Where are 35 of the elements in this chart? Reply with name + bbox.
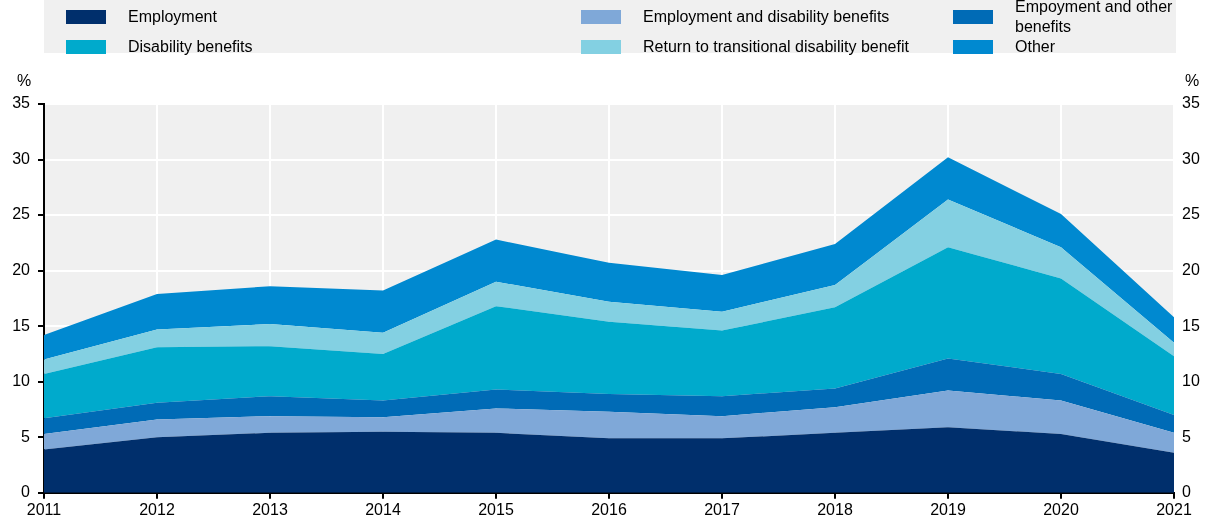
x-tick-label: 2012 <box>139 500 175 518</box>
y2-tick-label: 10 <box>1182 372 1200 390</box>
y2-tick-label: 5 <box>1182 427 1191 445</box>
y-tick-label: 35 <box>12 94 31 112</box>
y-tick-label: 10 <box>12 372 31 390</box>
y-tick-label: 25 <box>12 205 31 223</box>
x-tick-label: 2014 <box>365 500 401 518</box>
y-tick-label: 15 <box>12 316 31 334</box>
y-tick-label: 0 <box>21 483 31 501</box>
y2-tick-label: 15 <box>1182 316 1200 334</box>
x-tick-label: 2016 <box>591 500 627 518</box>
y2-axis-title: % <box>1184 72 1200 90</box>
x-tick-label: 2011 <box>26 500 62 518</box>
x-tick-label: 2018 <box>817 500 853 518</box>
x-tick-label: 2013 <box>252 500 288 518</box>
y-tick-label: 5 <box>21 427 31 445</box>
legend-label: Employment and disability benefits <box>643 6 890 27</box>
y-tick-label: 20 <box>12 261 31 279</box>
x-tick-label: 2015 <box>478 500 514 518</box>
y2-tick-label: 20 <box>1182 261 1200 279</box>
y2-tick-label: 30 <box>1182 149 1200 167</box>
legend-label: Return to transitional disability benefit <box>643 36 909 57</box>
y2-tick-label: 25 <box>1182 205 1200 223</box>
legend-label: Employment <box>128 6 217 27</box>
y2-tick-label: 35 <box>1182 94 1200 112</box>
x-tick-label: 2020 <box>1043 500 1079 518</box>
y-tick-label: 30 <box>12 149 31 167</box>
y2-tick-label: 0 <box>1182 483 1191 501</box>
x-tick-label: 2017 <box>704 500 740 518</box>
legend-label: Other <box>1015 36 1056 57</box>
legend-label: Disability benefits <box>128 36 253 57</box>
x-tick-label: 2021 <box>1156 500 1192 518</box>
x-tick-label: 2019 <box>930 500 966 518</box>
legend-label: Empoyment and other benefits <box>1015 0 1174 37</box>
y-axis-title: % <box>16 72 32 90</box>
